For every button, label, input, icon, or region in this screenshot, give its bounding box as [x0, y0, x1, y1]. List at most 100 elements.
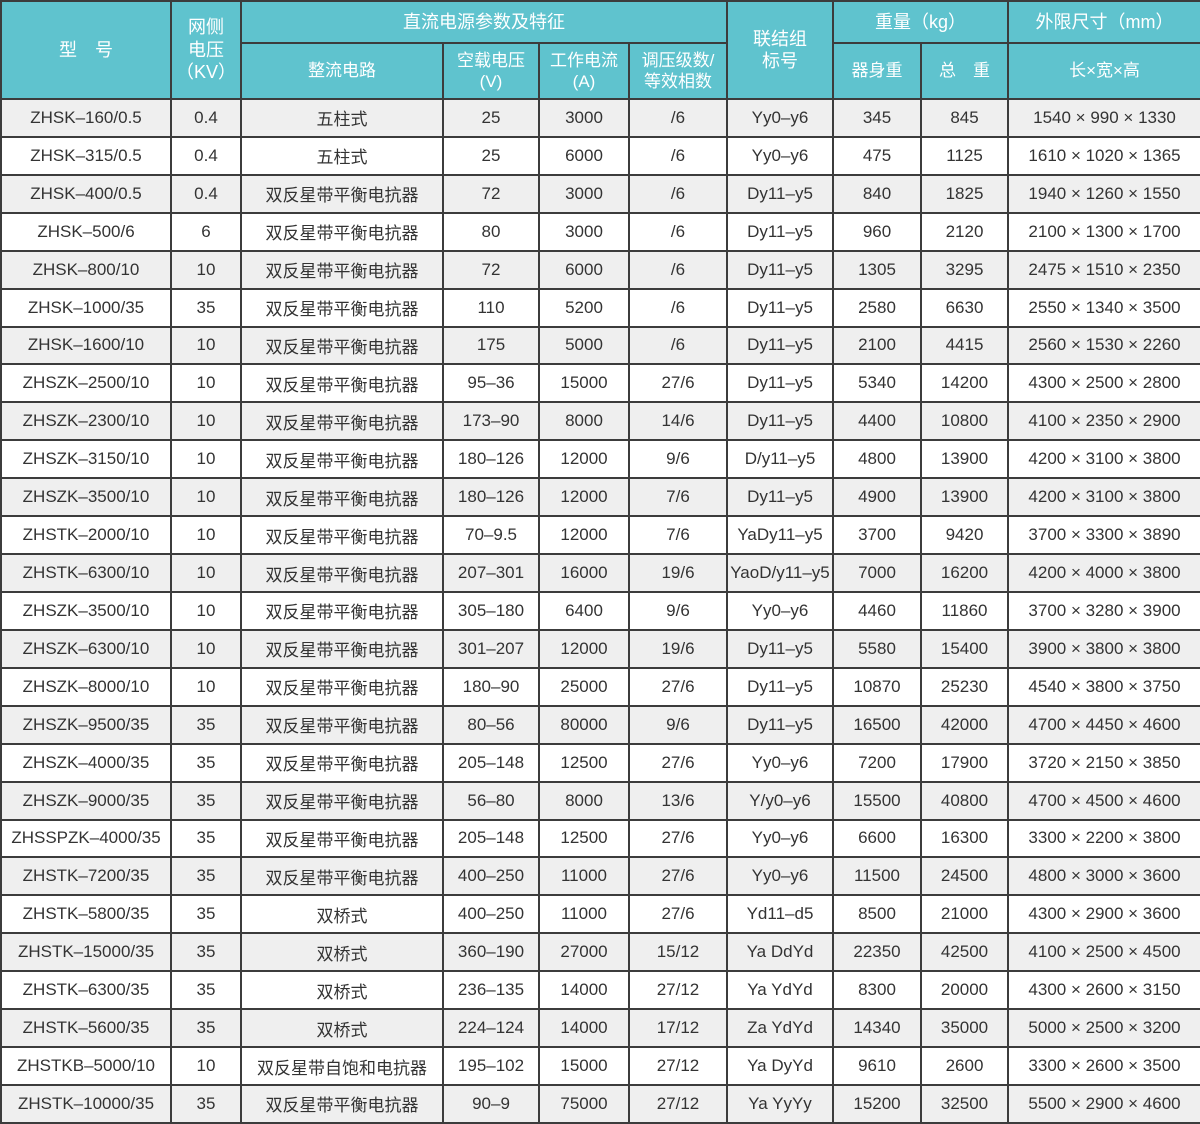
cell-no-load-voltage: 305–180	[442, 590, 540, 631]
cell-connection-symbol: D/y11–y5	[726, 439, 834, 480]
cell-no-load-voltage: 110	[442, 287, 540, 328]
cell-working-current: 8000	[538, 401, 630, 442]
cell-regulation-stages: 27/12	[628, 970, 728, 1011]
cell-model: ZHSZK–9000/35	[0, 780, 172, 821]
cell-grid-voltage: 10	[170, 401, 242, 442]
cell-rectifier-circuit: 双桥式	[240, 932, 444, 973]
table-row: ZHSSPZK–4000/35 35 双反星带平衡电抗器 205–148 12500 27…	[0, 818, 1200, 859]
cell-total-weight: 13900	[919, 477, 1010, 518]
cell-dimensions: 5000 × 2500 × 3200	[1007, 1008, 1200, 1049]
cell-working-current: 15000	[538, 1046, 630, 1086]
cell-connection-symbol: Yy0–y6	[726, 742, 834, 783]
cell-rectifier-circuit: 双反星带平衡电抗器	[240, 173, 444, 214]
cell-grid-voltage: 35	[170, 780, 242, 821]
cell-total-weight: 42500	[919, 932, 1010, 973]
cell-grid-voltage: 35	[170, 970, 242, 1011]
cell-dimensions: 1610 × 1020 × 1365	[1007, 135, 1200, 176]
cell-connection-symbol: Yd11–d5	[726, 894, 834, 935]
cell-rectifier-circuit: 双反星带平衡电抗器	[240, 704, 444, 745]
table-row: ZHSK–1600/10 10 双反星带平衡电抗器 175 5000/6 Dy11–y5 2…	[0, 325, 1200, 366]
cell-working-current: 16000	[538, 553, 630, 593]
cell-model: ZHSTK–10000/35	[0, 1083, 172, 1124]
cell-regulation-stages: /6	[628, 287, 728, 328]
cell-regulation-stages: 7/6	[628, 515, 728, 556]
header-group-weight: 重量（kg）	[831, 0, 1010, 44]
cell-model: ZHSTK–5800/35	[0, 894, 172, 935]
cell-connection-symbol: Dy11–y5	[726, 401, 834, 442]
cell-no-load-voltage: 205–148	[442, 818, 540, 859]
cell-body-weight: 14340	[832, 1008, 922, 1049]
cell-connection-symbol: YaDy11–y5	[726, 515, 834, 556]
cell-total-weight: 4415	[919, 325, 1010, 366]
cell-working-current: 25000	[538, 666, 630, 707]
cell-connection-symbol: Dy11–y5	[726, 363, 834, 404]
table-row: ZHSK–315/0.5 0.4 五柱式 25 6000/6 Yy0–y6 475 1125 1…	[0, 135, 1200, 176]
cell-body-weight: 2580	[832, 287, 922, 328]
header-rectifier-circuit: 整流电路	[240, 42, 444, 100]
cell-working-current: 6000	[538, 135, 630, 176]
cell-regulation-stages: 17/12	[628, 1008, 728, 1049]
cell-model: ZHSZK–3500/10	[0, 477, 172, 518]
table-row: ZHSZK–3500/10 10 双反星带平衡电抗器 180–126 12000 7/6 D…	[0, 477, 1200, 518]
table-row: ZHSZK–2300/10 10 双反星带平衡电抗器 173–90 8000 14/6 Dy…	[0, 401, 1200, 442]
cell-dimensions: 3300 × 2600 × 3500	[1007, 1046, 1200, 1086]
cell-regulation-stages: 7/6	[628, 477, 728, 518]
cell-no-load-voltage: 224–124	[442, 1008, 540, 1049]
cell-body-weight: 475	[832, 135, 922, 176]
cell-body-weight: 15500	[832, 780, 922, 821]
table-row: ZHSTK–2000/10 10 双反星带平衡电抗器 70–9.5 12000 7/6 Ya…	[0, 515, 1200, 556]
cell-body-weight: 10870	[832, 666, 922, 707]
cell-rectifier-circuit: 双反星带平衡电抗器	[240, 590, 444, 631]
table-row: ZHSZK–6300/10 10 双反星带平衡电抗器 301–207 12000 19/6…	[0, 628, 1200, 669]
cell-rectifier-circuit: 双桥式	[240, 1008, 444, 1049]
cell-regulation-stages: 27/12	[628, 1046, 728, 1086]
cell-grid-voltage: 35	[170, 287, 242, 328]
cell-no-load-voltage: 25	[442, 135, 540, 176]
cell-no-load-voltage: 173–90	[442, 401, 540, 442]
cell-regulation-stages: 14/6	[628, 401, 728, 442]
cell-rectifier-circuit: 双反星带平衡电抗器	[240, 553, 444, 593]
cell-total-weight: 845	[919, 98, 1010, 138]
cell-body-weight: 5340	[832, 363, 922, 404]
cell-grid-voltage: 35	[170, 818, 242, 859]
cell-body-weight: 8500	[832, 894, 922, 935]
cell-body-weight: 7200	[832, 742, 922, 783]
table-row: ZHSTK–5600/35 35 双桥式 224–124 14000 17/12 Za Yd…	[0, 1008, 1200, 1049]
cell-dimensions: 4200 × 4000 × 3800	[1007, 553, 1200, 593]
cell-total-weight: 2600	[919, 1046, 1010, 1086]
cell-model: ZHSK–400/0.5	[0, 173, 172, 214]
cell-connection-symbol: Ya DyYd	[726, 1046, 834, 1086]
cell-model: ZHSTK–15000/35	[0, 932, 172, 973]
cell-dimensions: 4700 × 4450 × 4600	[1007, 704, 1200, 745]
cell-body-weight: 9610	[832, 1046, 922, 1086]
cell-regulation-stages: 19/6	[628, 628, 728, 669]
cell-grid-voltage: 10	[170, 249, 242, 290]
cell-dimensions: 1540 × 990 × 1330	[1007, 98, 1200, 138]
table-row: ZHSZK–2500/10 10 双反星带平衡电抗器 95–36 15000 27/6 Dy…	[0, 363, 1200, 404]
cell-model: ZHSTK–2000/10	[0, 515, 172, 556]
table-row: ZHSK–160/0.5 0.4 五柱式 25 3000/6 Yy0–y6 345 845 15…	[0, 98, 1200, 138]
header-total-weight: 总 重	[919, 42, 1010, 100]
cell-regulation-stages: 9/6	[628, 590, 728, 631]
cell-no-load-voltage: 195–102	[442, 1046, 540, 1086]
cell-connection-symbol: Yy0–y6	[726, 98, 834, 138]
cell-rectifier-circuit: 双反星带自饱和电抗器	[240, 1046, 444, 1086]
cell-body-weight: 6600	[832, 818, 922, 859]
cell-regulation-stages: 19/6	[628, 553, 728, 593]
cell-model: ZHSZK–3150/10	[0, 439, 172, 480]
cell-working-current: 12000	[538, 628, 630, 669]
cell-model: ZHSTK–7200/35	[0, 856, 172, 897]
cell-rectifier-circuit: 双反星带平衡电抗器	[240, 401, 444, 442]
cell-total-weight: 3295	[919, 249, 1010, 290]
cell-connection-symbol: Dy11–y5	[726, 249, 834, 290]
cell-connection-symbol: Yy0–y6	[726, 135, 834, 176]
cell-dimensions: 2475 × 1510 × 2350	[1007, 249, 1200, 290]
cell-rectifier-circuit: 双反星带平衡电抗器	[240, 325, 444, 366]
cell-rectifier-circuit: 双反星带平衡电抗器	[240, 363, 444, 404]
cell-working-current: 11000	[538, 894, 630, 935]
cell-working-current: 3000	[538, 98, 630, 138]
cell-dimensions: 4200 × 3100 × 3800	[1007, 477, 1200, 518]
cell-total-weight: 20000	[919, 970, 1010, 1011]
cell-regulation-stages: 27/6	[628, 894, 728, 935]
